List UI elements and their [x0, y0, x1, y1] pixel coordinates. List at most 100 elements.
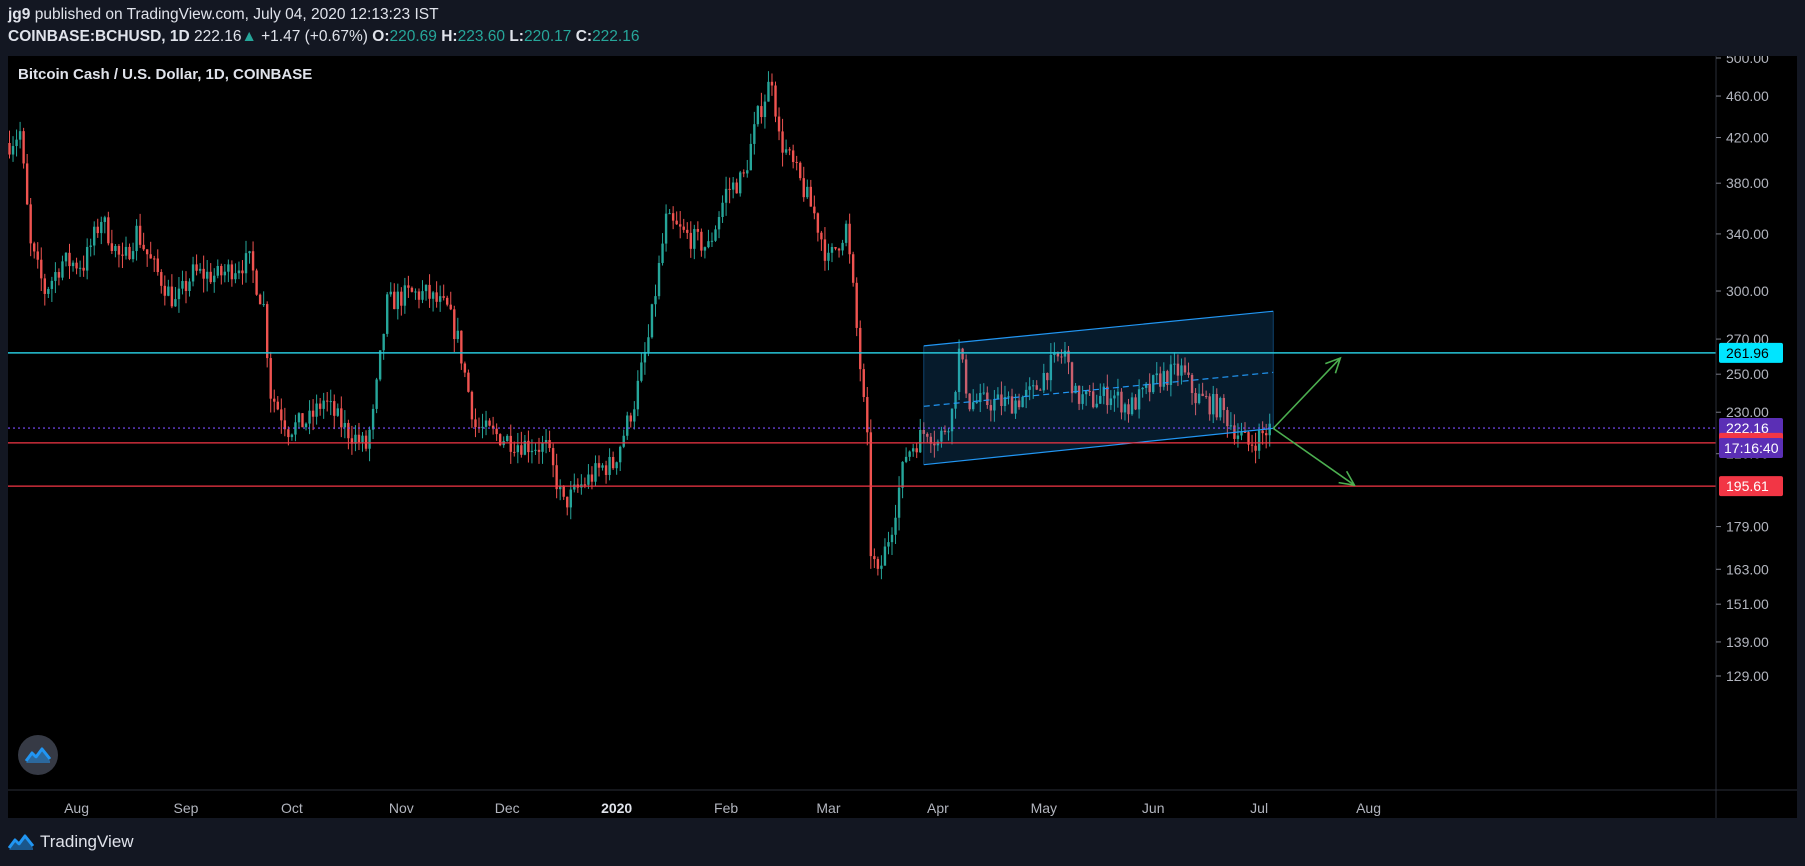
candle	[340, 396, 343, 438]
candle-body	[530, 450, 534, 453]
candle	[96, 218, 99, 238]
candle	[135, 219, 138, 261]
candle	[301, 413, 304, 428]
candle-body	[290, 434, 294, 438]
candle-body	[1010, 396, 1014, 414]
candle	[647, 324, 650, 357]
candle	[859, 320, 862, 382]
candle-body	[361, 435, 364, 443]
candle	[1159, 366, 1162, 393]
candle-body	[488, 420, 491, 426]
candle-body	[230, 264, 234, 280]
candle-body	[11, 146, 15, 155]
candle	[901, 461, 904, 499]
candle	[661, 233, 664, 266]
candle	[297, 412, 301, 429]
candle	[1123, 402, 1127, 421]
candle-body	[682, 226, 685, 230]
candle	[149, 241, 152, 259]
candle-body	[911, 448, 915, 452]
candle-body	[43, 278, 46, 294]
candle	[611, 451, 615, 470]
candle-body	[862, 369, 865, 398]
candle	[971, 389, 975, 412]
candle	[244, 240, 248, 283]
candle	[989, 399, 993, 422]
candle-body	[1134, 397, 1137, 410]
candle	[1000, 381, 1003, 416]
candle	[788, 147, 791, 156]
candle	[880, 555, 883, 580]
candle	[650, 303, 654, 339]
candle	[534, 443, 537, 455]
price-tick-label: 230.00	[1726, 404, 1769, 420]
candle-body	[1247, 432, 1250, 445]
candle	[1017, 393, 1021, 410]
candle	[996, 387, 1000, 400]
candle	[318, 397, 322, 416]
candle	[940, 426, 943, 448]
candle-body	[100, 221, 103, 234]
candle-body	[569, 489, 572, 508]
candle	[195, 254, 198, 276]
publish-info: jg9 published on TradingView.com, July 0…	[8, 6, 439, 24]
candle	[1254, 432, 1257, 464]
ohlc-legend: COINBASE:BCHUSD, 1D 222.16▲ +1.47 (+0.67…	[8, 28, 639, 46]
candle	[283, 407, 287, 437]
candle-body	[276, 401, 279, 410]
candle	[33, 241, 36, 259]
candle	[654, 284, 657, 317]
author-name[interactable]: jg9	[8, 6, 31, 23]
close-label: C:	[575, 28, 593, 45]
candle	[1035, 380, 1038, 391]
candle	[1190, 373, 1194, 405]
candle	[724, 176, 728, 216]
candle	[774, 81, 777, 123]
candle-body	[707, 241, 710, 248]
candle-body	[364, 435, 368, 449]
candle	[1215, 388, 1218, 421]
candle	[1264, 423, 1268, 449]
tradingview-badge-icon[interactable]	[18, 735, 58, 775]
candle-body	[728, 188, 731, 190]
footer-brand[interactable]: TradingView	[40, 832, 134, 851]
low-label: L:	[509, 28, 524, 45]
candle	[897, 476, 901, 531]
candle-body	[1226, 410, 1229, 427]
candle	[269, 351, 272, 413]
candle-body	[188, 281, 191, 291]
candle	[986, 386, 989, 409]
price-chart[interactable]: 500.00460.00420.00380.00340.00300.00270.…	[8, 56, 1797, 818]
price-tick-label: 420.00	[1726, 130, 1769, 146]
candle	[1049, 343, 1053, 392]
candle-body	[643, 352, 647, 363]
candle	[1194, 388, 1197, 416]
candle	[506, 434, 509, 442]
candle-body	[869, 432, 873, 557]
candle	[756, 105, 760, 127]
chart-frame[interactable]: 500.00 460.00 420.00 380.00 340.00 300.00 270.…	[8, 56, 1797, 818]
candle	[82, 255, 85, 277]
candle	[827, 243, 830, 271]
candle	[470, 390, 474, 429]
candle	[919, 418, 922, 454]
candles	[8, 71, 1271, 580]
candle	[1046, 372, 1049, 390]
candle-body	[834, 246, 837, 249]
candle	[957, 339, 961, 401]
price-badge-bg	[1719, 476, 1783, 497]
candle	[258, 293, 262, 305]
candle-body	[791, 150, 795, 162]
high-label: H:	[441, 28, 458, 45]
candle-body	[414, 291, 417, 293]
candle	[1070, 361, 1074, 403]
candle-body	[135, 225, 138, 252]
candle	[841, 239, 844, 256]
candle	[671, 206, 675, 230]
candle	[883, 538, 887, 566]
price-tick-label: 340.00	[1726, 226, 1769, 242]
candle	[523, 434, 527, 456]
candle-body	[604, 465, 608, 475]
candle	[657, 255, 661, 300]
candle-body	[996, 394, 1000, 400]
